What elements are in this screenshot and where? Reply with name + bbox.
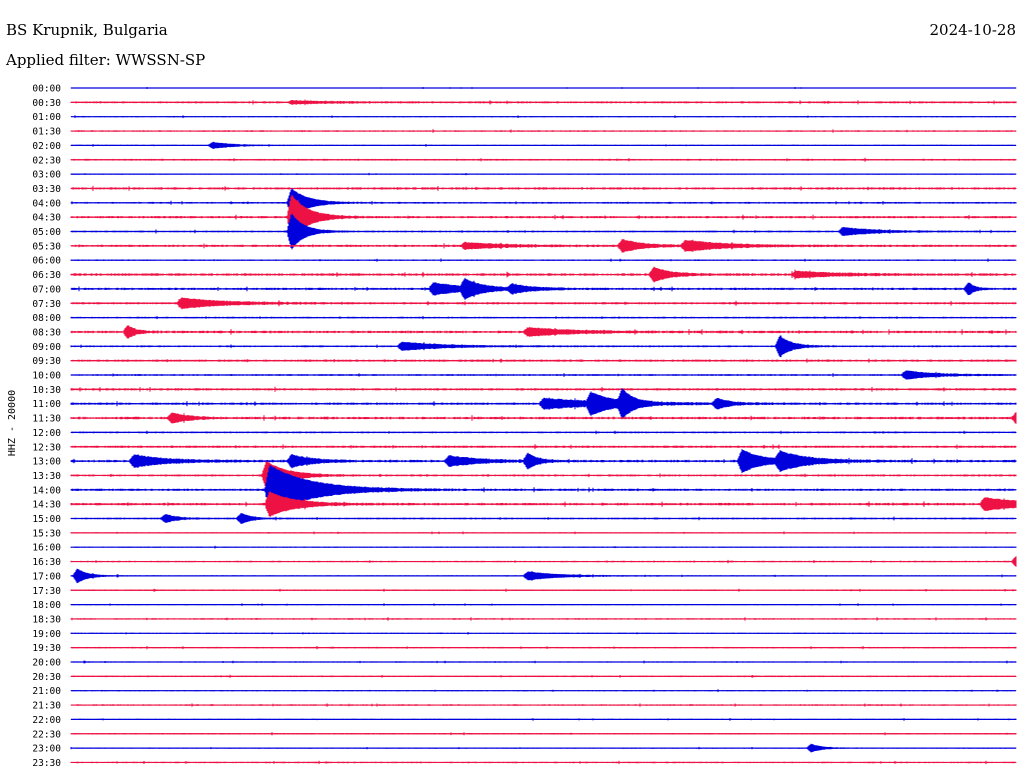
time-label-0530: 05:30 — [32, 241, 61, 252]
filter-label: Applied filter: WWSSN-SP — [6, 51, 206, 69]
channel-label: HHZ - 20000 — [7, 390, 18, 456]
time-label-0500: 05:00 — [32, 227, 61, 238]
time-label-0230: 02:30 — [32, 155, 61, 166]
time-label-0300: 03:00 — [32, 170, 61, 181]
row-labels: 00:00 00:30 01:00 01:30 02:00 02:30 03:00 03:30… — [32, 84, 61, 769]
time-label-1200: 12:00 — [32, 428, 61, 439]
time-label-0100: 01:00 — [32, 112, 61, 123]
date-label: 2024-10-28 — [929, 21, 1016, 39]
time-label-2000: 20:00 — [32, 658, 61, 669]
time-label-0430: 04:30 — [32, 213, 61, 224]
time-label-2200: 22:00 — [32, 715, 61, 726]
station-title: BS Krupnik, Bulgaria — [6, 21, 168, 39]
time-label-1100: 11:00 — [32, 399, 61, 410]
time-label-1230: 12:30 — [32, 442, 61, 453]
time-label-1330: 13:30 — [32, 471, 61, 482]
time-label-0900: 09:00 — [32, 342, 61, 353]
time-label-1930: 19:30 — [32, 643, 61, 654]
time-label-1630: 16:30 — [32, 557, 61, 568]
time-label-1800: 18:00 — [32, 600, 61, 611]
time-label-0830: 08:30 — [32, 327, 61, 338]
time-label-1300: 13:00 — [32, 457, 61, 468]
time-label-2230: 22:30 — [32, 729, 61, 740]
time-label-0030: 00:30 — [32, 98, 61, 109]
time-label-0930: 09:30 — [32, 356, 61, 367]
time-label-1130: 11:30 — [32, 414, 61, 425]
time-label-1900: 19:00 — [32, 629, 61, 640]
time-label-0730: 07:30 — [32, 299, 61, 310]
seismic-traces — [70, 87, 1017, 765]
time-label-2100: 21:00 — [32, 686, 61, 697]
time-label-0200: 02:00 — [32, 141, 61, 152]
time-label-1400: 14:00 — [32, 485, 61, 496]
time-label-2330: 23:30 — [32, 758, 61, 769]
time-label-2130: 21:30 — [32, 701, 61, 712]
time-label-0330: 03:30 — [32, 184, 61, 195]
time-label-1600: 16:00 — [32, 543, 61, 554]
time-label-1430: 14:30 — [32, 500, 61, 511]
time-label-0630: 06:30 — [32, 270, 61, 281]
time-label-1000: 10:00 — [32, 371, 61, 382]
time-label-1530: 15:30 — [32, 528, 61, 539]
time-label-0800: 08:00 — [32, 313, 61, 324]
time-label-0600: 06:00 — [32, 256, 61, 267]
time-label-1500: 15:00 — [32, 514, 61, 525]
time-label-2030: 20:30 — [32, 672, 61, 683]
time-label-0400: 04:00 — [32, 198, 61, 209]
time-label-0130: 01:30 — [32, 127, 61, 138]
time-label-1730: 17:30 — [32, 586, 61, 597]
time-label-0000: 00:00 — [32, 84, 61, 95]
time-label-0700: 07:00 — [32, 284, 61, 295]
time-label-2300: 23:00 — [32, 744, 61, 755]
time-label-1700: 17:00 — [32, 571, 61, 582]
time-label-1030: 10:30 — [32, 385, 61, 396]
time-label-1830: 18:30 — [32, 614, 61, 625]
